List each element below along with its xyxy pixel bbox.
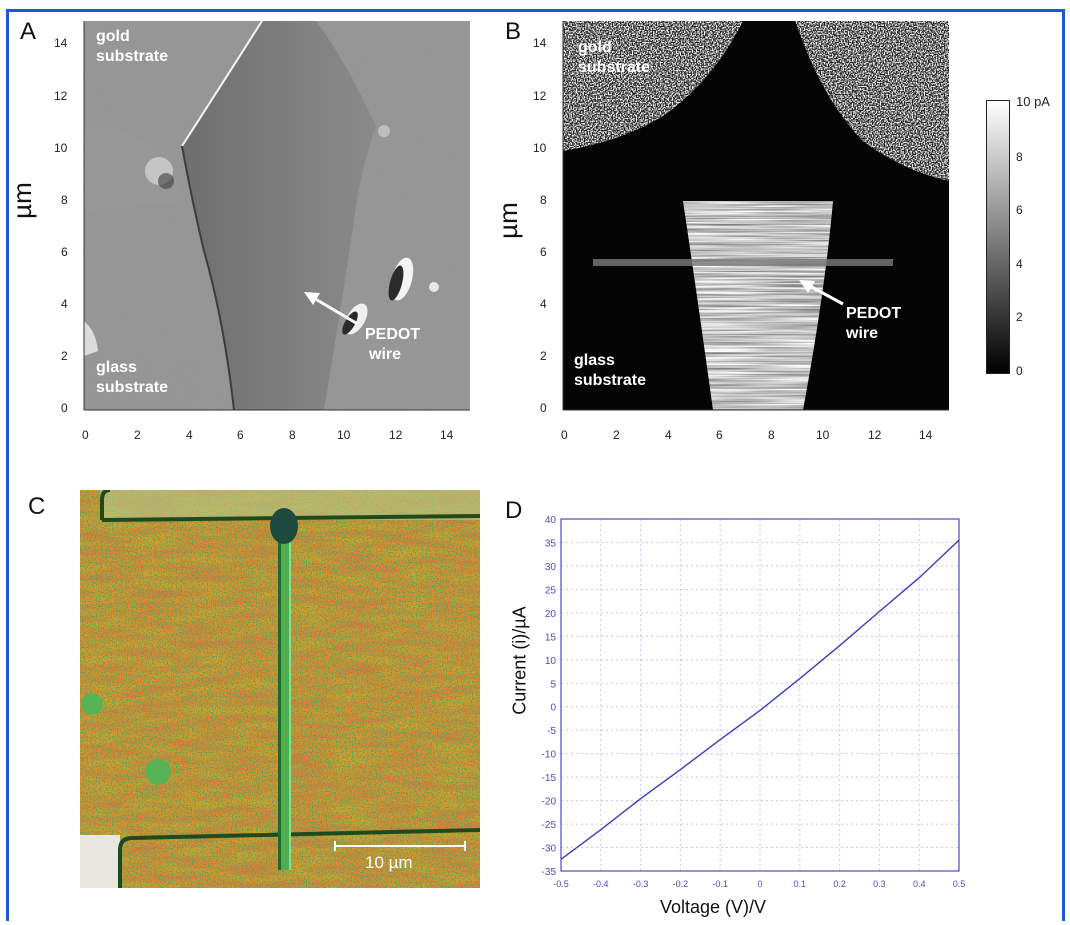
panel-label-d: D	[505, 497, 523, 524]
y-tick-label: -25	[542, 820, 557, 831]
panel-b-pedot-label: PEDOT wire	[846, 305, 902, 342]
panel-d-x-axis-title: Voltage (V)/V	[660, 897, 767, 917]
colorbar-tick: 6	[1016, 203, 1023, 217]
panel-a-y-tick: 4	[61, 297, 68, 311]
panel-a-y-tick: 14	[54, 36, 68, 50]
panel-a-x-tick: 12	[389, 428, 403, 442]
panel-b-x-tick: 4	[665, 428, 672, 442]
panel-b-current-image	[563, 21, 949, 410]
colorbar-tick: 0	[1016, 364, 1023, 378]
panel-b-x-tick: 6	[716, 428, 723, 442]
colorbar-tick: 8	[1016, 150, 1023, 164]
panel-b-glass-label: glass substrate	[574, 352, 647, 389]
panel-a-wire-shape	[182, 21, 376, 410]
panel-a-y-tick: 12	[54, 89, 68, 103]
scale-bar-label: 10 µm	[365, 853, 413, 872]
y-tick-label: -10	[542, 750, 557, 761]
panel-a-pedot-label: PEDOT wire	[365, 326, 421, 363]
iv-chart-grid	[560, 518, 960, 872]
panel-a-y-axis-title: µm	[6, 182, 37, 219]
colorbar	[986, 100, 1010, 374]
x-tick-label: 0.3	[873, 879, 886, 889]
panel-a-x-tick: 2	[134, 428, 141, 442]
panel-b-y-tick: 4	[540, 297, 547, 311]
panel-b-x-tick: 14	[919, 428, 933, 442]
iv-chart: -35 -30 -25 -20 -15 -10 -5 0 5 10 15 20 25 30 35 40 -0.…	[542, 515, 966, 889]
panel-a-y-tick: 0	[61, 401, 68, 415]
x-tick-label: -0.1	[712, 879, 728, 889]
panel-b-x-tick: 8	[768, 428, 775, 442]
y-tick-label: 5	[550, 679, 556, 690]
panel-label-a: A	[20, 18, 37, 45]
x-tick-label: -0.3	[633, 879, 649, 889]
panel-a-x-tick: 0	[82, 428, 89, 442]
panel-a-y-tick: 8	[61, 193, 68, 207]
iv-chart-plot-frame	[560, 518, 960, 872]
frame-border-left	[6, 9, 9, 921]
panel-label-c: C	[28, 493, 46, 520]
panel-a-x-tick: 10	[337, 428, 351, 442]
panel-b-y-tick: 0	[540, 401, 547, 415]
panel-b-y-axis-title: µm	[492, 202, 523, 239]
y-tick-label: 25	[545, 585, 557, 596]
panel-b-y-tick: 12	[533, 89, 547, 103]
colorbar-tick: 4	[1016, 257, 1023, 271]
panel-a-glass-label: glass substrate	[96, 359, 169, 396]
panel-b-axes	[562, 21, 949, 411]
y-tick-label: 0	[550, 703, 556, 714]
panel-b-x-tick: 2	[613, 428, 620, 442]
panel-b-x-tick: 10	[816, 428, 830, 442]
x-tick-label: 0.4	[913, 879, 926, 889]
iv-chart-y-ticks: -35 -30 -25 -20 -15 -10 -5 0 5 10 15 20 25 30 35 40	[542, 515, 557, 878]
y-tick-label: -20	[542, 797, 557, 808]
iv-curve	[560, 539, 960, 860]
y-tick-label: 20	[545, 609, 557, 620]
panel-b-x-tick: 12	[868, 428, 882, 442]
y-tick-label: -5	[547, 726, 556, 737]
y-tick-label: 35	[545, 538, 557, 549]
x-tick-label: 0.5	[953, 879, 966, 889]
panel-a-x-tick: 14	[440, 428, 454, 442]
y-tick-label: -15	[542, 773, 557, 784]
x-tick-label: 0	[757, 879, 762, 889]
panel-a-y-tick: 2	[61, 349, 68, 363]
y-tick-label: 10	[545, 656, 557, 667]
colorbar-tick: 2	[1016, 310, 1023, 324]
panel-b-y-tick: 2	[540, 349, 547, 363]
panel-b-gold-label: gold substrate	[578, 39, 651, 76]
y-tick-label: -35	[542, 867, 557, 878]
panel-a-x-tick: 4	[186, 428, 193, 442]
x-tick-label: 0.2	[833, 879, 846, 889]
panel-a-y-tick: 6	[61, 245, 68, 259]
panel-a-arrow	[311, 295, 357, 325]
panel-b-y-tick: 6	[540, 245, 547, 259]
panel-a-x-tick: 6	[237, 428, 244, 442]
panel-b-arrow	[807, 283, 844, 306]
colorbar-tick: 10 pA	[1016, 94, 1050, 109]
panel-b-y-tick: 10	[533, 141, 547, 155]
panel-a-y-tick: 10	[54, 141, 68, 155]
x-tick-label: -0.5	[553, 879, 569, 889]
y-tick-label: -30	[542, 844, 557, 855]
panel-a-gold-label: gold substrate	[96, 28, 169, 65]
y-tick-label: 30	[545, 562, 557, 573]
frame-border-right	[1062, 9, 1065, 921]
panel-a-x-tick: 8	[289, 428, 296, 442]
y-tick-label: 15	[545, 632, 557, 643]
panel-b-y-tick: 8	[540, 193, 547, 207]
panel-c-optical-image	[80, 490, 480, 888]
x-tick-label: 0.1	[794, 879, 807, 889]
panel-b-x-tick: 0	[561, 428, 568, 442]
iv-chart-x-ticks: -0.5 -0.4 -0.3 -0.2 -0.1 0 0.1 0.2 0.3 0.4 0.5	[553, 879, 965, 889]
x-tick-label: -0.4	[593, 879, 609, 889]
frame-border-top	[6, 9, 1064, 12]
x-tick-label: -0.2	[673, 879, 689, 889]
y-tick-label: 40	[545, 515, 557, 526]
panel-a-topography-image	[84, 21, 470, 410]
panel-label-b: B	[505, 18, 522, 45]
panel-b-y-tick: 14	[533, 36, 547, 50]
panel-a-axes	[83, 21, 470, 411]
